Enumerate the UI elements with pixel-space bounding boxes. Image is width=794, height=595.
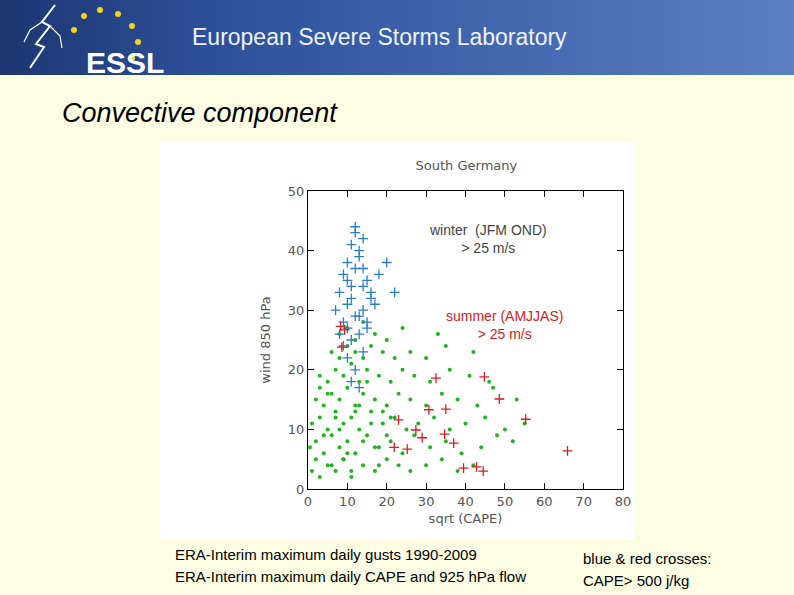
svg-text:70: 70 [575, 494, 592, 509]
svg-text:0: 0 [304, 494, 312, 509]
html-text:CAPE> 500 j/kg: CAPE> 500 j/kg [583, 572, 690, 589]
svg-text:80: 80 [615, 494, 632, 509]
svg-text:40: 40 [457, 494, 474, 509]
html-text:Convective component: Convective component [62, 98, 337, 128]
svg-text:30: 30 [288, 303, 305, 318]
svg-text:sqrt (CAPE): sqrt (CAPE) [429, 511, 503, 526]
html-text:ERA-Interim maximum daily gust: ERA-Interim maximum daily gusts 1990-200… [175, 546, 477, 563]
svg-text:20: 20 [378, 494, 395, 509]
svg-text:50: 50 [497, 494, 514, 509]
svg-text:European Severe Storms Laborat: European Severe Storms Laboratory [192, 24, 567, 50]
svg-text:South Germany: South Germany [416, 158, 518, 173]
svg-text:50: 50 [288, 184, 305, 199]
svg-text:summer (AMJJAS)> 25 m/s: summer (AMJJAS)> 25 m/s [446, 308, 563, 342]
svg-text:10: 10 [288, 422, 305, 437]
svg-text:10: 10 [339, 494, 356, 509]
html-text:ERA-Interim maximum daily CAPE: ERA-Interim maximum daily CAPE and 925 h… [175, 568, 526, 585]
svg-text:60: 60 [536, 494, 553, 509]
html-text:blue & red crosses:: blue & red crosses: [583, 550, 712, 567]
svg-text:wind 850 hPa: wind 850 hPa [258, 296, 273, 383]
svg-text:20: 20 [288, 362, 305, 377]
svg-text:40: 40 [288, 243, 305, 258]
svg-text:0: 0 [296, 482, 304, 497]
svg-text:winter (JFM OND)> 25 m/s: winter (JFM OND)> 25 m/s [429, 222, 547, 256]
svg-text:ESSL: ESSL [86, 46, 164, 75]
svg-text:30: 30 [418, 494, 435, 509]
